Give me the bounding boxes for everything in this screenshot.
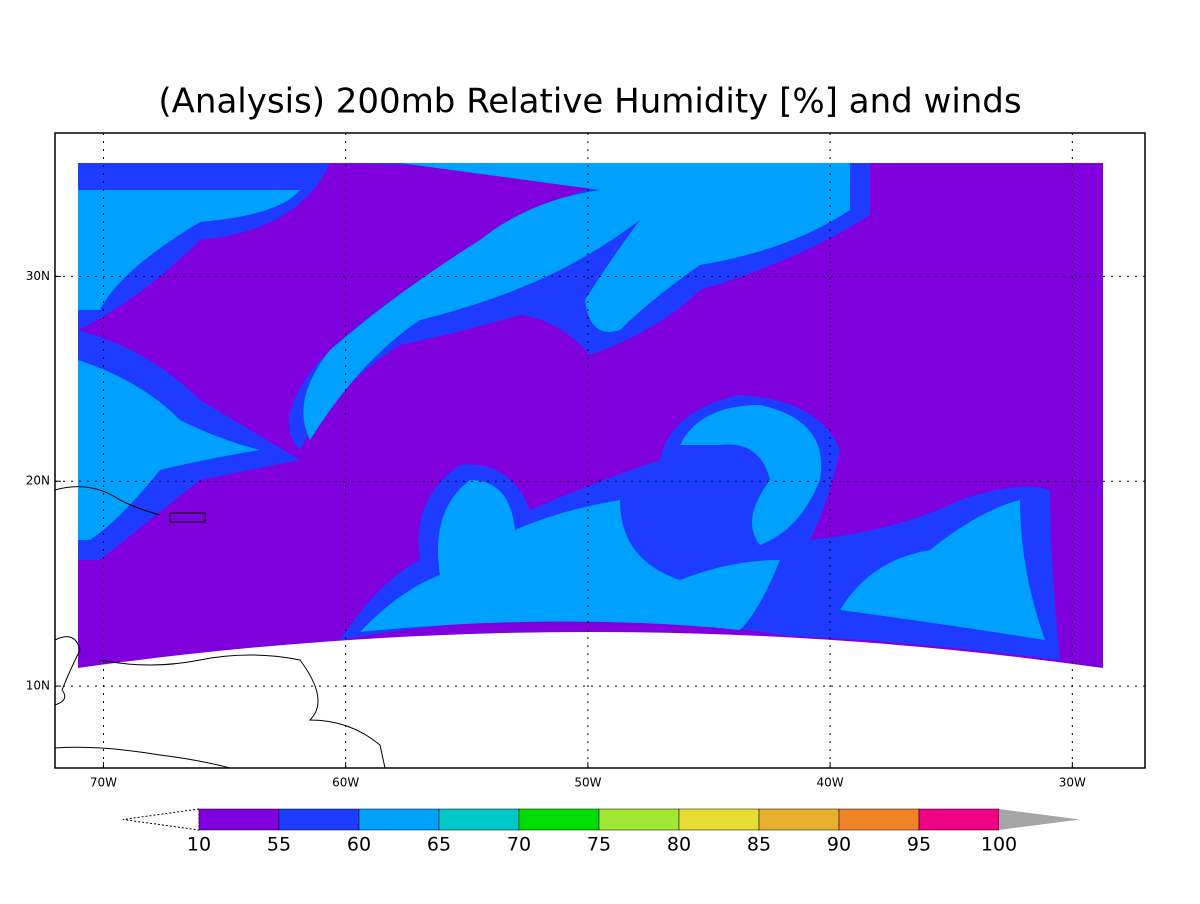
colorbar-label: 80 — [667, 834, 691, 856]
map-title: (Analysis) 200mb Relative Humidity [%] a… — [158, 82, 1021, 122]
coastline — [54, 746, 231, 769]
colorbar-box — [198, 808, 280, 831]
colorbar-label: 60 — [347, 834, 371, 856]
colorbar-box — [678, 808, 760, 831]
colorbar-under — [122, 808, 200, 831]
colorbar-label: 85 — [747, 834, 771, 856]
axes: 70W 60W 50W 40W 30W 10N 20N 30N — [26, 133, 1145, 790]
colorbar-box — [358, 808, 440, 831]
field-region — [840, 500, 1045, 640]
colorbar-label: 10 — [187, 834, 211, 856]
coastline — [169, 512, 206, 523]
x-tick-label: 60W — [332, 776, 359, 790]
coastline — [54, 486, 161, 516]
coastline — [54, 636, 81, 706]
coastlines — [54, 486, 386, 769]
colorbar-label: 70 — [507, 834, 531, 856]
colorbar: 10 55 60 65 70 75 80 85 90 95 100 — [122, 808, 1080, 856]
colorbar-box — [278, 808, 360, 831]
colorbar-label: 100 — [981, 834, 1017, 856]
colorbar-box — [518, 808, 600, 831]
colorbar-label: 75 — [587, 834, 611, 856]
colorbar-box — [918, 808, 1000, 831]
colorbar-label: 95 — [907, 834, 931, 856]
coastline — [99, 654, 386, 769]
colorbar-box — [598, 808, 680, 831]
x-tick-label: 30W — [1059, 776, 1086, 790]
x-tick-label: 50W — [574, 776, 601, 790]
colorbar-label: 55 — [267, 834, 291, 856]
field-region — [303, 163, 850, 440]
field-region — [360, 480, 780, 632]
x-tick-label: 70W — [90, 776, 117, 790]
colorbar-label: 65 — [427, 834, 451, 856]
colorbar-box — [438, 808, 520, 831]
colorbar-box — [838, 808, 920, 831]
colorbar-over — [999, 809, 1080, 830]
field-region — [680, 405, 822, 545]
colorbar-label: 90 — [827, 834, 851, 856]
humidity-field — [78, 163, 1103, 668]
y-tick-label: 30N — [26, 269, 50, 283]
field-region — [78, 360, 260, 540]
x-tick-label: 40W — [817, 776, 844, 790]
colorbar-box — [758, 808, 840, 831]
field-region — [78, 190, 300, 310]
map-frame — [54, 132, 1146, 769]
y-tick-label: 10N — [26, 679, 50, 693]
y-tick-label: 20N — [26, 474, 50, 488]
